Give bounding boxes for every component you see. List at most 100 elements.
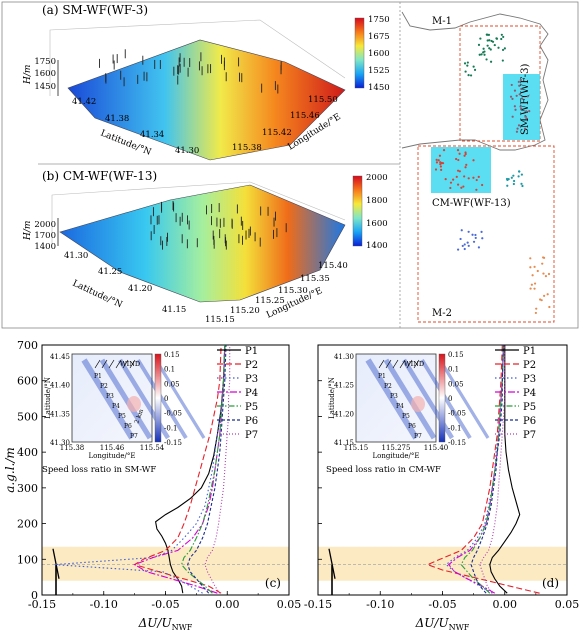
- turbine-dot: [489, 60, 493, 63]
- turbine-dot: [530, 283, 533, 286]
- panel-a: (a) SM-WF(WF-3) H/m 1750 1600 1450 41.42…: [23, 3, 390, 161]
- turbine-dot: [547, 272, 551, 276]
- turbine-dot: [514, 108, 517, 111]
- turbine-dot: [518, 84, 521, 87]
- inset-point-label: P1: [94, 373, 102, 380]
- inset-lat-tick: 41.20: [334, 410, 354, 418]
- turbine-clusters: [434, 33, 551, 315]
- turbine-dot: [518, 93, 521, 96]
- turbine-dot: [461, 244, 464, 248]
- turbine-dot: [513, 105, 516, 108]
- turbine-dot: [474, 236, 477, 240]
- legend-label-p3: P3: [245, 374, 258, 385]
- boundary-line: [401, 11, 549, 151]
- turbine-dot: [533, 282, 537, 285]
- cm-wf-label: CM-WF(WF-13): [432, 198, 511, 209]
- panel-a-ztick: 1600: [34, 69, 56, 79]
- inset-lon-tick: 115.54: [140, 444, 165, 452]
- wind-arrow: [378, 359, 385, 369]
- series-line-p2: [133, 345, 222, 594]
- x-tick-label: 0.00: [493, 598, 518, 611]
- x-tick-label: 0.05: [277, 598, 302, 611]
- panel-b-surface: [59, 184, 346, 303]
- panel-a-box: [49, 19, 346, 96]
- inset-cbar-tick: 0.15: [164, 351, 180, 359]
- x-tick-label: -0.05: [151, 598, 179, 611]
- legend-label-p7: P7: [523, 430, 536, 441]
- turbine-blade: [52, 548, 60, 579]
- turbine-dot: [531, 274, 534, 277]
- turbine-dot: [546, 293, 549, 296]
- panel-a-xtick: 41.38: [105, 114, 129, 124]
- legend-label-p7: P7: [245, 430, 258, 441]
- turbine-dot: [486, 44, 489, 47]
- series-line-p5: [460, 345, 505, 594]
- panel-label: (c): [265, 576, 281, 590]
- turbine-dot: [457, 158, 460, 162]
- turbine-dot: [488, 39, 491, 42]
- turbine-dot: [466, 241, 469, 244]
- turbine-dot: [477, 246, 481, 249]
- panel-a-ztick: 1450: [34, 82, 56, 92]
- turbine-dot: [475, 188, 478, 191]
- inset-point-label: P6: [408, 423, 416, 430]
- turbine-dot: [449, 186, 452, 190]
- panel-b-ztick: 2000: [34, 220, 56, 230]
- inset-point-label: P2: [100, 383, 108, 390]
- inset-lon-label: Longitude/°E: [88, 452, 135, 460]
- turbine-dot: [480, 53, 483, 56]
- turbine-dot: [472, 240, 476, 243]
- turbine-dot: [510, 83, 513, 87]
- inset-lon-tick: 115.15: [344, 444, 369, 452]
- wind-arrow: [122, 359, 129, 369]
- panel-label: (d): [542, 576, 559, 590]
- chart-c: -0.15 -0.10 -0.05 0.00 0.0501002003004005006…: [3, 339, 301, 632]
- series-group: [54, 345, 231, 594]
- panel-b-xtick: 41.30: [64, 251, 88, 261]
- turbine-dot: [472, 159, 475, 162]
- turbine-dot: [482, 47, 485, 50]
- turbine-dot: [525, 110, 528, 113]
- turbine-dot: [481, 237, 484, 240]
- chart-d: -0.15 -0.10 -0.05 0.00 0.05ΔU/UNWF(d)P1P2P3P…: [304, 344, 579, 632]
- panel-b-cbar-tick: 2000: [366, 173, 388, 183]
- turbine-dot: [495, 37, 499, 40]
- inset-point-label: P7: [414, 433, 422, 440]
- inset-cbar-tick: -0.1: [448, 424, 462, 432]
- inset-point-label: P5: [118, 413, 126, 420]
- series-line-p7: [204, 345, 231, 594]
- inset-colorbar: [154, 353, 162, 443]
- turbine-dot: [520, 107, 523, 110]
- panel-a-label: (a) SM-WF(WF-3): [42, 3, 148, 17]
- turbine-dot: [503, 47, 506, 50]
- panel-a-surface: [67, 39, 346, 161]
- turbine-dot: [515, 130, 519, 133]
- x-tick-label: -0.05: [428, 598, 456, 611]
- turbine-dot: [524, 115, 527, 118]
- x-tick-label: 0.00: [215, 598, 240, 611]
- legend-label-p1: P1: [523, 346, 536, 357]
- turbine-dot: [529, 287, 532, 290]
- turbine-dot: [525, 117, 528, 120]
- turbine-dot: [520, 87, 523, 91]
- panel-a-xtick: 41.42: [72, 97, 96, 107]
- inset-lon-tick: 115.46: [100, 444, 125, 452]
- turbine-dot: [435, 158, 438, 161]
- series-line-p7: [479, 345, 506, 594]
- turbine-dot: [529, 266, 532, 269]
- turbine-dot: [500, 37, 503, 41]
- wind-arrow: [385, 359, 392, 369]
- panel-a-ytick: 115.46: [290, 111, 320, 121]
- x-tick-label: -0.15: [304, 598, 332, 611]
- series-line-p6: [187, 345, 227, 594]
- turbine-dot: [500, 33, 503, 36]
- inset-point-label: P4: [396, 403, 404, 410]
- inset-point-label: P7: [130, 433, 138, 440]
- turbine-dot: [452, 178, 455, 181]
- top-panel-frame: [1, 1, 579, 329]
- legend-label-p2: P2: [523, 360, 536, 371]
- turbine-dot: [449, 181, 453, 184]
- turbine-dot: [435, 161, 439, 164]
- legend-label-p4: P4: [245, 388, 258, 399]
- series-line-p5: [180, 345, 226, 594]
